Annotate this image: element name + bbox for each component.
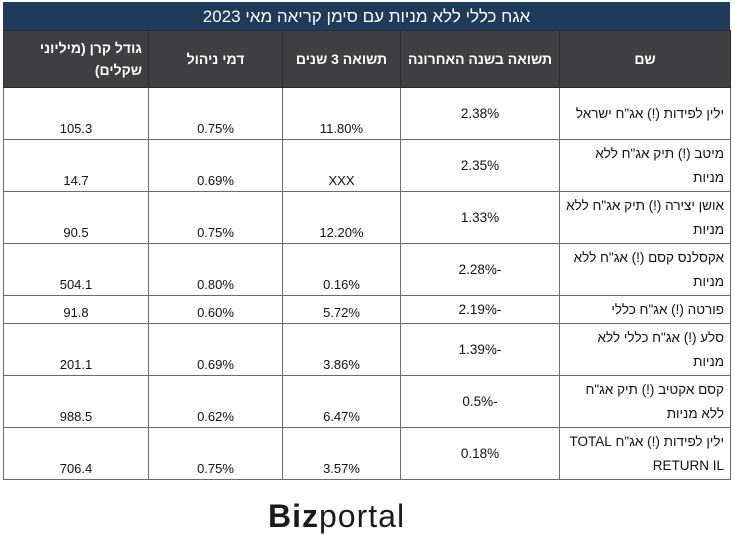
return-last-year: 0.18% <box>400 427 560 480</box>
management-fee: 0.80% <box>148 243 283 296</box>
return-three-year: 0.16% <box>282 243 401 296</box>
header-fee: דמי ניהול <box>148 30 283 88</box>
table-row: סלע (!) אג"ח כללי ללא מניות -1.39% 3.86%… <box>3 323 731 376</box>
return-three-year: 6.47% <box>282 375 401 428</box>
header-name: שם <box>559 30 731 88</box>
table-row: פורטה (!) אג"ח כללי -2.19% 5.72% 0.60% 9… <box>3 295 731 324</box>
management-fee: 0.75% <box>148 87 283 140</box>
header-three-year: תשואה 3 שנים <box>282 30 401 88</box>
fund-table-panel: אגח כללי ללא מניות עם סימן קריאה מאי 202… <box>3 2 731 480</box>
table-row: אקסלנס קסם (!) אג"ח ללא מניות -2.28% 0.1… <box>3 243 731 296</box>
management-fee: 0.69% <box>148 139 283 192</box>
bizportal-logo: Bizportal <box>268 500 405 532</box>
fund-name: קסם אקטיב (!) תיק אג"ח ללא מניות <box>559 375 731 428</box>
fund-name: ילין לפידות (!) אג"ח TOTAL RETURN IL <box>559 427 731 480</box>
table-row: מיטב (!) תיק אג"ח ללא מניות 2.35% XXX 0.… <box>3 139 731 192</box>
return-three-year: 5.72% <box>282 295 401 324</box>
fund-size: 90.5 <box>3 191 149 244</box>
fund-size: 201.1 <box>3 323 149 376</box>
table-row: ילין לפידות (!) אג"ח TOTAL RETURN IL 0.1… <box>3 427 731 480</box>
table-title: אגח כללי ללא מניות עם סימן קריאה מאי 202… <box>3 2 730 30</box>
fund-size: 504.1 <box>3 243 149 296</box>
fund-name: ילין לפידות (!) אג"ח ישראל <box>559 87 731 140</box>
return-last-year: 2.38% <box>400 87 560 140</box>
return-last-year: -2.19% <box>400 295 560 324</box>
fund-size: 988.5 <box>3 375 149 428</box>
return-three-year: 3.57% <box>282 427 401 480</box>
fund-size: 91.8 <box>3 295 149 324</box>
management-fee: 0.75% <box>148 191 283 244</box>
management-fee: 0.60% <box>148 295 283 324</box>
management-fee: 0.75% <box>148 427 283 480</box>
management-fee: 0.62% <box>148 375 283 428</box>
fund-size: 14.7 <box>3 139 149 192</box>
management-fee: 0.69% <box>148 323 283 376</box>
fund-name: מיטב (!) תיק אג"ח ללא מניות <box>559 139 731 192</box>
fund-name: אושן יצירה (!) תיק אג"ח ללא מניות <box>559 191 731 244</box>
return-last-year: -1.39% <box>400 323 560 376</box>
fund-size: 706.4 <box>3 427 149 480</box>
return-three-year: 3.86% <box>282 323 401 376</box>
fund-name: אקסלנס קסם (!) אג"ח ללא מניות <box>559 243 731 296</box>
header-row: שם תשואה בשנה האחרונה תשואה 3 שנים דמי נ… <box>3 30 731 88</box>
return-three-year: XXX <box>282 139 401 192</box>
logo-regular-part: portal <box>319 498 406 534</box>
funds-table: שם תשואה בשנה האחרונה תשואה 3 שנים דמי נ… <box>3 30 731 480</box>
return-three-year: 11.80% <box>282 87 401 140</box>
return-last-year: -0.5% <box>400 375 560 428</box>
header-last-year: תשואה בשנה האחרונה <box>400 30 560 88</box>
return-last-year: -2.28% <box>400 243 560 296</box>
header-size: גודל קרן (מיליוני שקלים) <box>3 30 149 88</box>
fund-size: 105.3 <box>3 87 149 140</box>
fund-name: סלע (!) אג"ח כללי ללא מניות <box>559 323 731 376</box>
table-row: אושן יצירה (!) תיק אג"ח ללא מניות 1.33% … <box>3 191 731 244</box>
fund-name: פורטה (!) אג"ח כללי <box>559 295 731 324</box>
return-last-year: 2.35% <box>400 139 560 192</box>
logo-bold-part: Biz <box>268 498 319 534</box>
table-row: קסם אקטיב (!) תיק אג"ח ללא מניות -0.5% 6… <box>3 375 731 428</box>
return-three-year: 12.20% <box>282 191 401 244</box>
table-row: ילין לפידות (!) אג"ח ישראל 2.38% 11.80% … <box>3 87 731 140</box>
return-last-year: 1.33% <box>400 191 560 244</box>
